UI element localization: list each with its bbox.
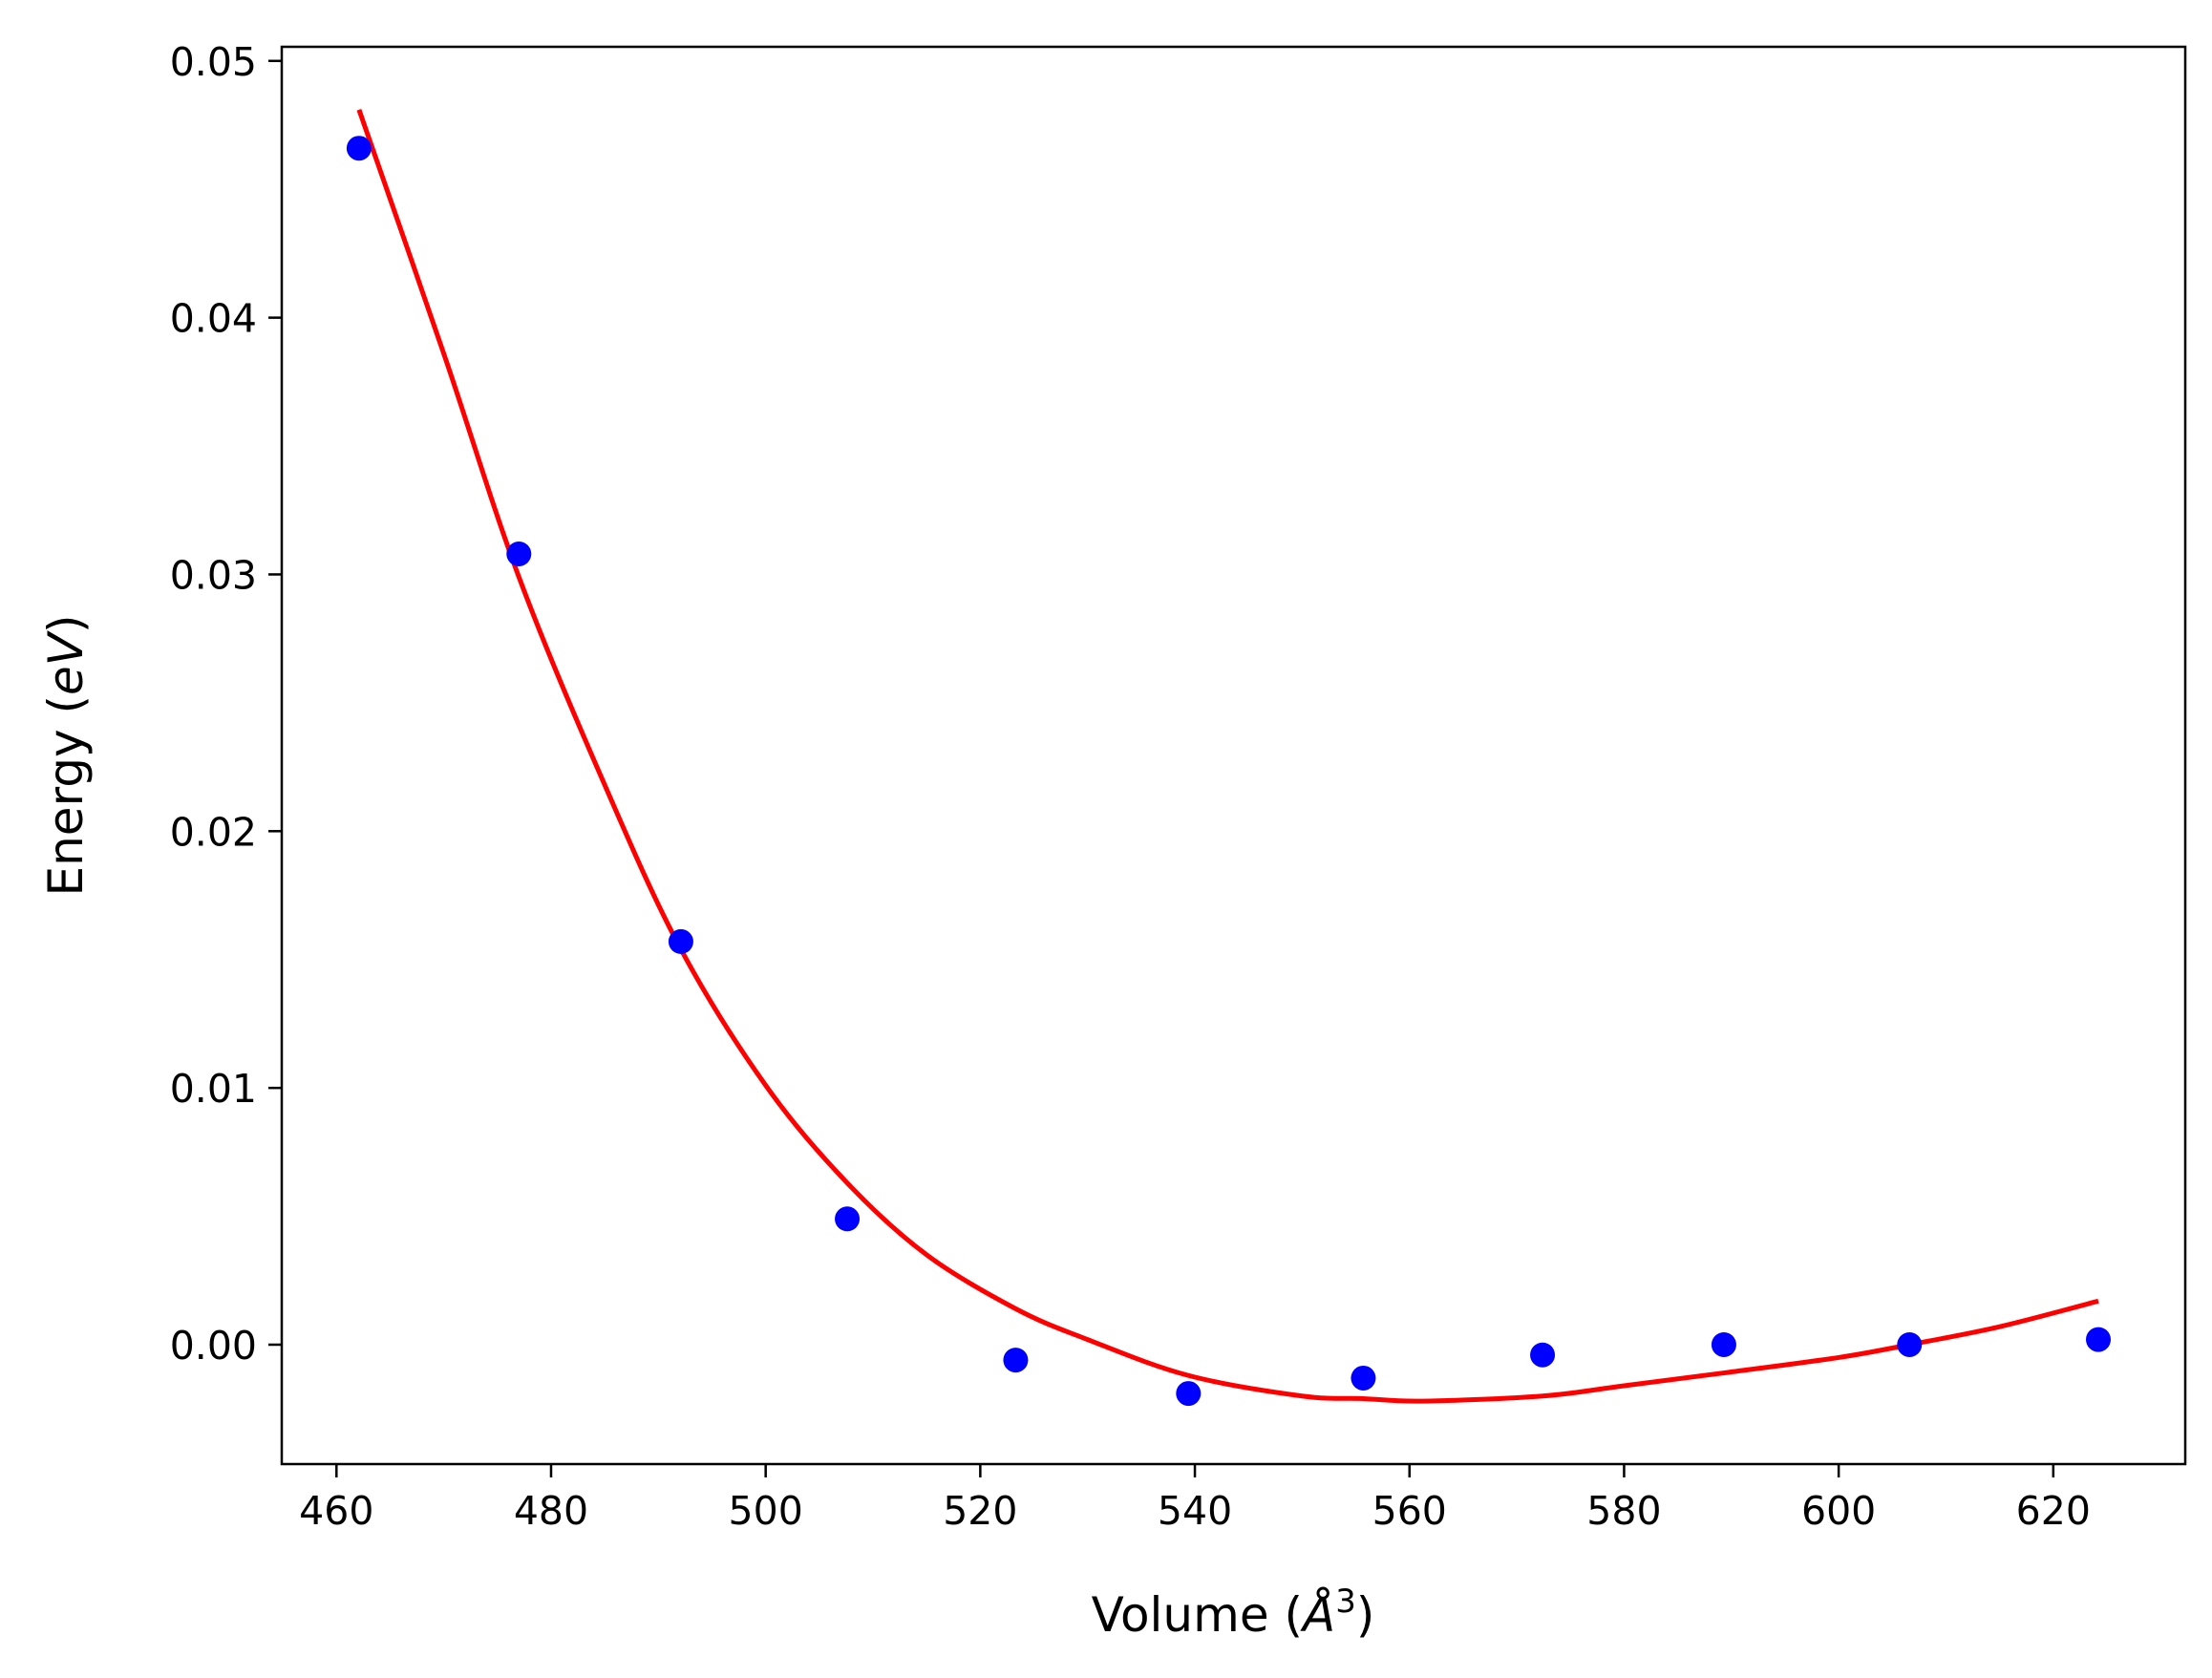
plot-area: [282, 47, 2185, 1464]
data-point: [1003, 1348, 1029, 1373]
x-tick-label: 460: [299, 1488, 373, 1534]
y-axis-unit: eV: [38, 629, 94, 695]
x-axis-unit: Å: [1300, 1587, 1335, 1643]
data-point: [668, 928, 693, 954]
y-tick-label: 0.04: [170, 296, 257, 342]
x-tick-label: 560: [1372, 1488, 1447, 1534]
data-point: [1711, 1331, 1736, 1357]
x-tick-label: 480: [514, 1488, 588, 1534]
x-tick-label: 620: [2016, 1488, 2091, 1534]
x-tick-label: 540: [1158, 1488, 1232, 1534]
data-point: [346, 136, 372, 161]
y-tick-label: 0.03: [170, 552, 257, 598]
fit-curve: [356, 109, 2099, 1404]
data-point: [2086, 1327, 2112, 1352]
plot-frame: [280, 45, 2187, 1466]
x-axis-ticks: 460 480 500 520 540 560 580 600 620: [299, 1464, 2091, 1534]
x-tick-label: 580: [1586, 1488, 1661, 1534]
x-tick-label: 520: [943, 1488, 1017, 1534]
x-axis-label: Volume (Å3): [1092, 1582, 1375, 1643]
x-axis-unit-exponent: 3: [1335, 1582, 1356, 1621]
data-point: [1897, 1331, 1923, 1357]
data-point: [1351, 1365, 1376, 1391]
y-axis-label: Energy (eV): [38, 615, 94, 897]
data-point: [506, 541, 532, 566]
y-tick-label: 0.02: [170, 809, 257, 855]
y-tick-label: 0.00: [170, 1323, 257, 1369]
x-tick-label: 500: [729, 1488, 803, 1534]
y-axis-label-text: Energy: [38, 729, 94, 896]
data-points-layer: [346, 136, 2112, 1407]
x-axis-label-text: Volume: [1092, 1587, 1269, 1643]
y-tick-label: 0.01: [170, 1066, 257, 1112]
data-point: [1530, 1342, 1556, 1368]
data-point: [1176, 1381, 1202, 1407]
fit-curve-layer: [356, 109, 2099, 1404]
y-axis-ticks: 0.00 0.01 0.02 0.03 0.04 0.05: [170, 39, 282, 1369]
data-point: [835, 1206, 861, 1232]
x-tick-label: 600: [1801, 1488, 1876, 1534]
y-tick-label: 0.05: [170, 39, 257, 85]
